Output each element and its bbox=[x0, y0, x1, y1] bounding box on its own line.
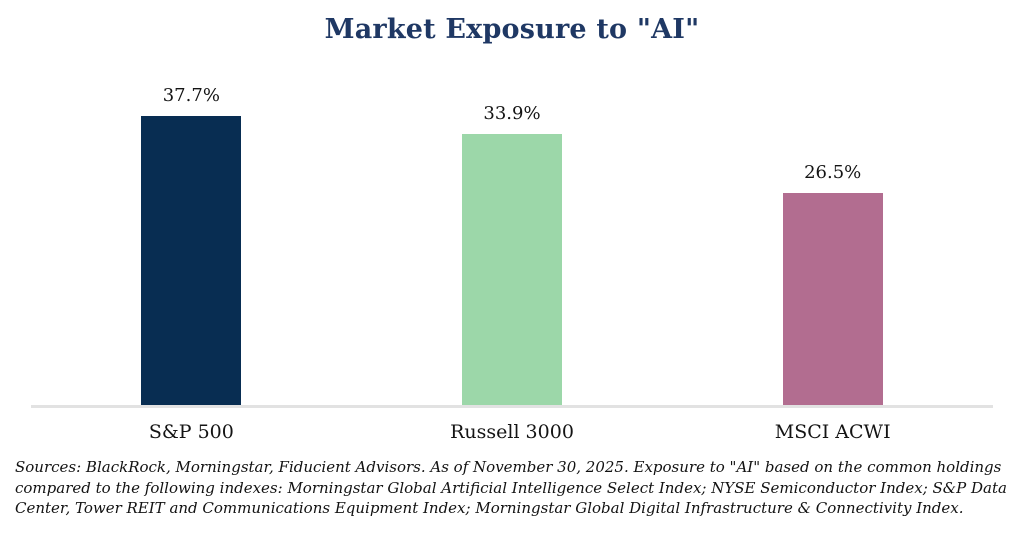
bar-msci-acwi bbox=[782, 193, 883, 405]
bar-russell-3000 bbox=[462, 134, 562, 405]
bar-value-label: 33.9% bbox=[483, 103, 541, 124]
bar-column-russell-3000: 33.9% bbox=[352, 85, 673, 405]
source-footnote: Sources: BlackRock, Morningstar, Fiducie… bbox=[15, 458, 1007, 518]
plot-area: 37.7% 33.9% 26.5% bbox=[31, 85, 993, 408]
category-label-russell-3000: Russell 3000 bbox=[450, 421, 574, 443]
category-label-msci-acwi: MSCI ACWI bbox=[774, 421, 891, 443]
bar-s-p-500 bbox=[141, 116, 242, 405]
bar-column-msci-acwi: 26.5% bbox=[672, 85, 993, 405]
category-label-s-p-500: S&P 500 bbox=[148, 421, 234, 443]
chart-title: Market Exposure to "AI" bbox=[324, 14, 700, 45]
bar-column-s-p-500: 37.7% bbox=[31, 85, 352, 405]
category-row: S&P 500 Russell 3000 MSCI ACWI bbox=[31, 408, 993, 443]
bar-value-label: 26.5% bbox=[804, 162, 862, 183]
bar-value-label: 37.7% bbox=[162, 85, 220, 106]
